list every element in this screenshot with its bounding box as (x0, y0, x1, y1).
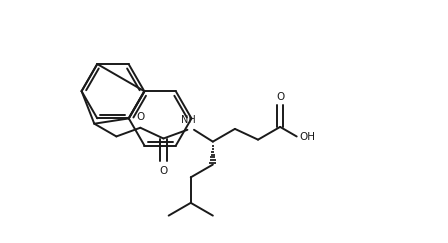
Text: O: O (159, 166, 168, 176)
Text: NH: NH (181, 115, 196, 125)
Text: OH: OH (299, 132, 315, 142)
Text: O: O (137, 113, 145, 122)
Text: O: O (276, 92, 284, 102)
